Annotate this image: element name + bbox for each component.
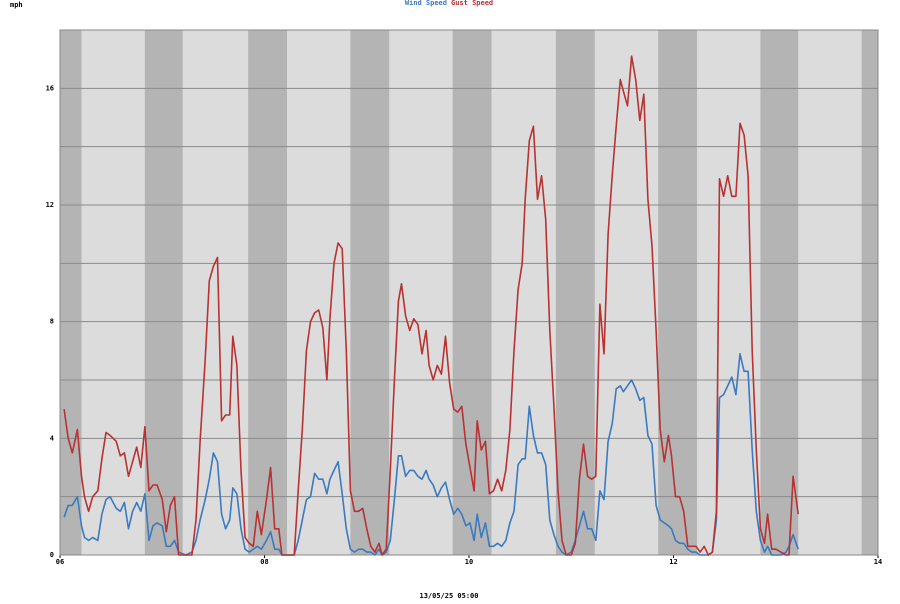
y-tick-label: 0: [50, 551, 54, 559]
night-band: [248, 30, 287, 555]
legend-entry: Wind Speed: [405, 0, 447, 7]
legend-entry: Gust Speed: [451, 0, 493, 7]
y-unit: mph: [10, 1, 23, 9]
shaded-bands: [60, 30, 878, 555]
grid: [59, 29, 879, 558]
y-tick-label: 16: [46, 84, 54, 92]
plot-border: [59, 29, 879, 556]
night-band: [861, 30, 878, 555]
labels: mph 13/05/25 05:00 0 4 8 12 16 06 08 10 12 14 Wind…: [10, 0, 882, 600]
series-line: [63, 353, 799, 556]
x-tick-label: 14: [874, 558, 882, 566]
x-axis-title: 13/05/25 05:00: [419, 592, 478, 600]
y-tick-label: 4: [50, 434, 54, 442]
x-tick-label: 06: [56, 558, 64, 566]
night-band: [60, 30, 82, 555]
night-band: [555, 30, 595, 555]
night-band: [144, 30, 183, 555]
y-tick-label: 8: [50, 318, 54, 326]
y-tick-label: 12: [46, 201, 54, 209]
x-tick-label: 10: [465, 558, 473, 566]
x-tick-label: 12: [669, 558, 677, 566]
lines: [63, 55, 799, 556]
night-band: [350, 30, 390, 555]
x-tick-label: 08: [260, 558, 268, 566]
night-band: [452, 30, 492, 555]
night-band: [658, 30, 698, 555]
series-line: [63, 55, 799, 556]
night-band: [760, 30, 799, 555]
